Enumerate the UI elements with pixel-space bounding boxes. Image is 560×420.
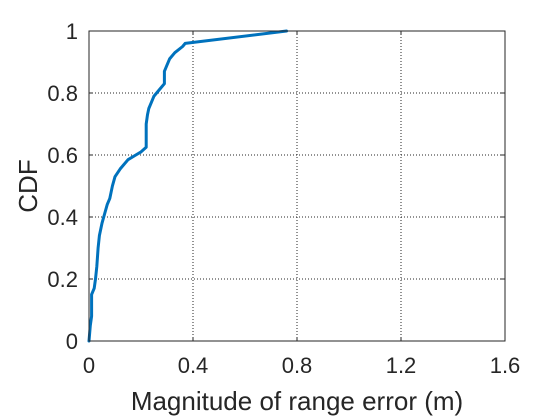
x-tick-label: 0.8 [282, 353, 313, 378]
x-tick-label: 0 [83, 353, 95, 378]
y-tick-labels: 0 0.2 0.4 0.6 0.8 1 [47, 19, 78, 354]
x-tick-label: 1.6 [490, 353, 521, 378]
y-axis-label: CDF [13, 159, 43, 212]
series-layer [87, 29, 289, 343]
y-tick-label: 0 [66, 329, 78, 354]
x-tick-label: 0.4 [178, 353, 209, 378]
y-tick-label: 0.8 [47, 81, 78, 106]
y-tick-label: 0.2 [47, 267, 78, 292]
tick-marks [88, 30, 506, 342]
y-tick-label: 1 [66, 19, 78, 44]
x-tick-labels: 0 0.4 0.8 1.2 1.6 [83, 353, 520, 378]
cdf-line-series [87, 29, 289, 343]
x-tick-label: 1.2 [386, 353, 417, 378]
x-axis-label: Magnitude of range error (m) [131, 386, 463, 416]
plot-frame [88, 30, 506, 342]
y-tick-label: 0.4 [47, 205, 78, 230]
grid-lines [89, 31, 505, 341]
y-tick-label: 0.6 [47, 143, 78, 168]
